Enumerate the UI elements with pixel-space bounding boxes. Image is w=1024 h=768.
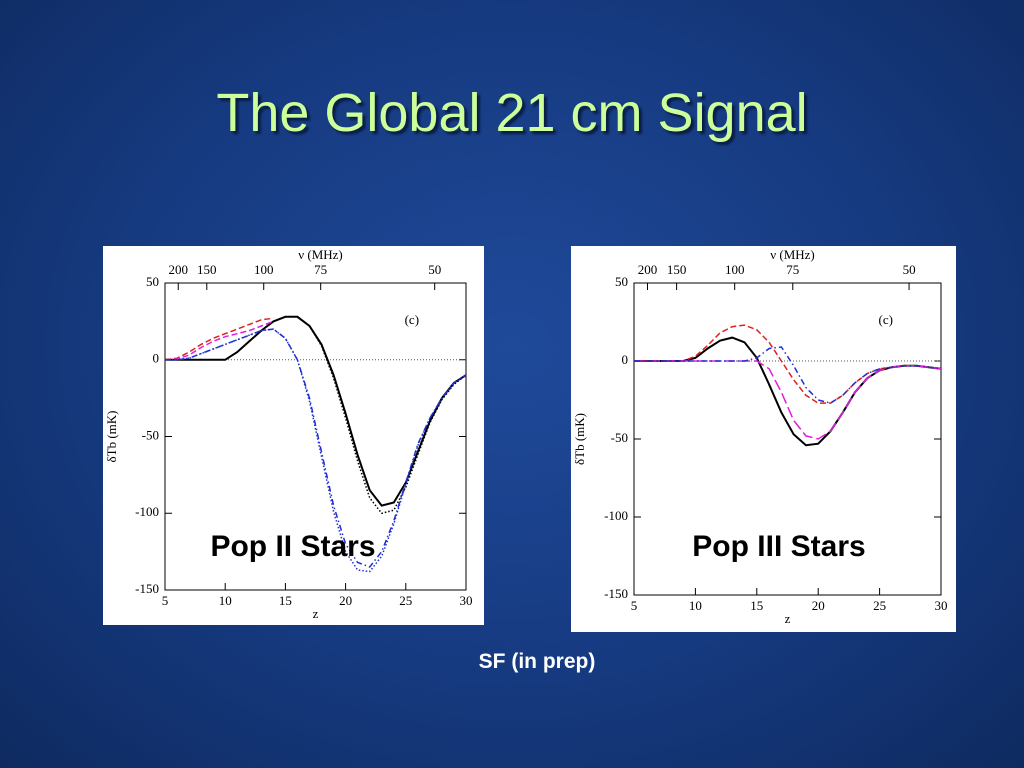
y-tick-label: -150 bbox=[135, 581, 159, 596]
x-tick-label: 20 bbox=[339, 593, 352, 608]
data-line bbox=[634, 346, 942, 404]
top-tick-label: 75 bbox=[314, 262, 327, 277]
annotation: (c) bbox=[879, 312, 893, 327]
data-line bbox=[164, 320, 274, 361]
slide-title: The Global 21 cm Signal bbox=[216, 83, 808, 143]
y-tick-label: 50 bbox=[146, 274, 159, 289]
data-line bbox=[165, 328, 467, 573]
y-tick-label: -50 bbox=[611, 430, 628, 445]
top-tick-label: 150 bbox=[197, 262, 217, 277]
y-axis-label: δTb (mK) bbox=[104, 411, 119, 463]
annotation: (c) bbox=[405, 312, 419, 327]
overlay-label: Pop II Stars bbox=[210, 530, 375, 563]
x-tick-label: 5 bbox=[631, 598, 638, 613]
top-tick-label: 150 bbox=[667, 262, 687, 277]
y-tick-label: -100 bbox=[604, 508, 628, 523]
top-tick-label: 75 bbox=[786, 262, 799, 277]
x-axis-label: z bbox=[785, 611, 791, 626]
x-tick-label: 25 bbox=[873, 598, 886, 613]
chart-background bbox=[571, 246, 956, 632]
x-tick-label: 25 bbox=[399, 593, 412, 608]
overlay-label: Pop III Stars bbox=[692, 530, 865, 563]
y-tick-label: -150 bbox=[604, 586, 628, 601]
x-tick-label: 30 bbox=[935, 598, 948, 613]
x-tick-label: 15 bbox=[750, 598, 763, 613]
y-tick-label: -50 bbox=[142, 427, 159, 442]
chart-background bbox=[103, 246, 484, 625]
x-axis-label: z bbox=[313, 606, 319, 621]
x-tick-label: 15 bbox=[279, 593, 292, 608]
y-axis-label: δTb (mK) bbox=[572, 413, 587, 465]
top-axis-label: ν (MHz) bbox=[298, 247, 343, 262]
y-tick-label: 50 bbox=[615, 274, 628, 289]
top-axis-label: ν (MHz) bbox=[770, 247, 815, 262]
x-tick-label: 30 bbox=[460, 593, 473, 608]
y-tick-label: 0 bbox=[153, 351, 160, 366]
x-tick-label: 10 bbox=[219, 593, 232, 608]
top-tick-label: 200 bbox=[168, 262, 188, 277]
top-tick-label: 100 bbox=[725, 262, 745, 277]
y-tick-label: 0 bbox=[622, 352, 629, 367]
top-tick-label: 100 bbox=[254, 262, 274, 277]
x-tick-label: 20 bbox=[812, 598, 825, 613]
top-tick-label: 50 bbox=[428, 262, 441, 277]
data-line bbox=[165, 328, 467, 568]
caption: SF (in prep) bbox=[478, 650, 596, 673]
x-tick-label: 5 bbox=[162, 593, 169, 608]
data-line bbox=[165, 316, 467, 515]
top-tick-label: 200 bbox=[638, 262, 658, 277]
top-tick-label: 50 bbox=[903, 262, 916, 277]
y-tick-label: -100 bbox=[135, 504, 159, 519]
x-tick-label: 10 bbox=[689, 598, 702, 613]
data-line bbox=[164, 317, 274, 361]
